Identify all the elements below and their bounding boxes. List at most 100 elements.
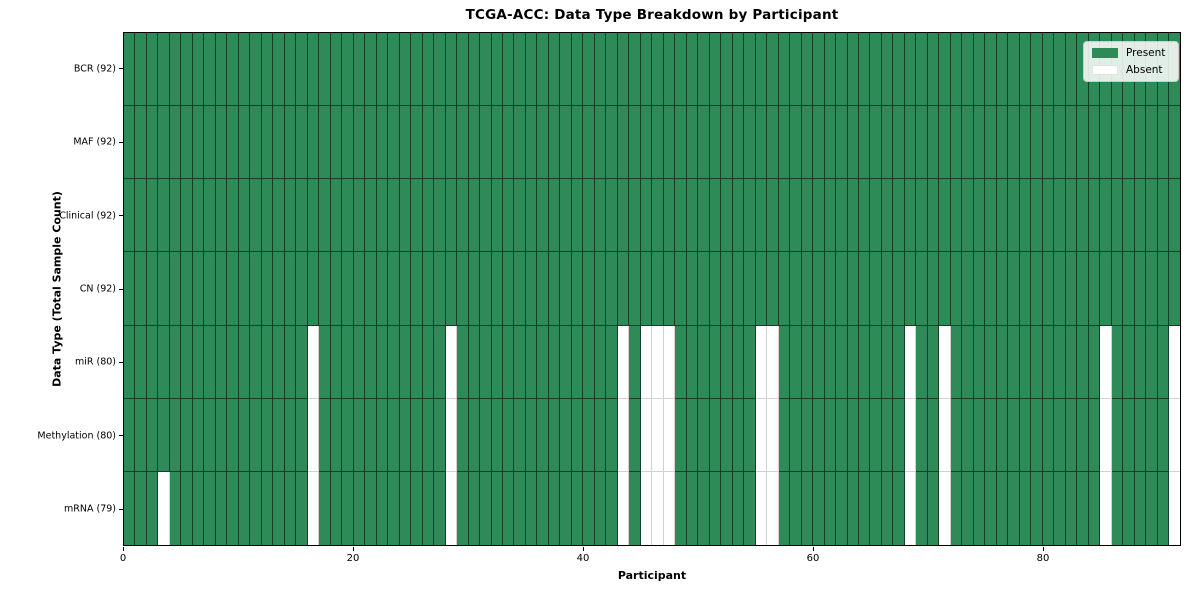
y-tick-label: BCR (92) — [73, 63, 116, 75]
heatmap-cell-present — [594, 325, 607, 399]
heatmap-cell-present — [847, 106, 859, 180]
heatmap-cell-present — [146, 471, 159, 545]
heatmap-cell-present — [870, 106, 882, 180]
heatmap-cell-present — [1042, 325, 1055, 399]
heatmap-cell-present — [1019, 106, 1032, 180]
heatmap-cell-present — [571, 33, 584, 107]
heatmap-cell-present — [1088, 179, 1101, 253]
heatmap-cell-absent — [939, 398, 951, 472]
heatmap-cell-present — [411, 471, 423, 545]
heatmap-cell-present — [790, 325, 802, 399]
heatmap-cell-present — [973, 179, 986, 253]
heatmap-cell-present — [330, 33, 343, 107]
heatmap-cell-present — [192, 179, 205, 253]
heatmap-cell-present — [939, 33, 951, 107]
heatmap-cell-present — [1008, 252, 1020, 326]
heatmap-cell-present — [583, 33, 595, 107]
heatmap-cell-present — [686, 398, 699, 472]
heatmap-cell-present — [502, 252, 515, 326]
heatmap-cell-present — [571, 398, 584, 472]
heatmap-cell-present — [1123, 325, 1135, 399]
heatmap-cell-present — [1169, 179, 1180, 253]
heatmap-cell-present — [904, 179, 917, 253]
heatmap-cell-present — [238, 33, 251, 107]
heatmap-cell-present — [893, 471, 905, 545]
heatmap-cell-present — [847, 398, 859, 472]
heatmap-cell-present — [916, 252, 928, 326]
heatmap-cell-present — [537, 179, 549, 253]
heatmap-cell-present — [388, 471, 400, 545]
heatmap-cell-present — [962, 398, 974, 472]
heatmap-cell-present — [1054, 179, 1066, 253]
heatmap-cell-present — [1065, 252, 1078, 326]
heatmap-cell-present — [870, 33, 882, 107]
heatmap-cell-present — [594, 252, 607, 326]
heatmap-cell-present — [790, 252, 802, 326]
heatmap-cell-present — [836, 325, 848, 399]
heatmap-cell-absent — [640, 471, 653, 545]
heatmap-cell-present — [824, 398, 837, 472]
heatmap-cell-present — [1146, 179, 1158, 253]
heatmap-cell-present — [124, 398, 136, 472]
heatmap-cell-present — [376, 398, 389, 472]
y-tick-mark — [119, 361, 123, 363]
heatmap-cell-present — [215, 179, 228, 253]
heatmap-cell-present — [1054, 33, 1066, 107]
heatmap-cell-present — [859, 33, 871, 107]
heatmap-row — [124, 471, 1180, 545]
heatmap-cell-present — [548, 252, 561, 326]
heatmap-cell-present — [146, 179, 159, 253]
legend-item-present: Present — [1092, 48, 1170, 59]
heatmap-cell-present — [250, 325, 262, 399]
heatmap-cell-present — [525, 252, 538, 326]
heatmap-cell-present — [422, 179, 435, 253]
heatmap-cell-present — [1157, 179, 1170, 253]
heatmap-cell-present — [146, 398, 159, 472]
heatmap-cell-present — [491, 33, 503, 107]
heatmap-cell-present — [617, 106, 630, 180]
y-tick-label: MAF (92) — [73, 136, 116, 148]
heatmap-cell-present — [1065, 33, 1078, 107]
heatmap-cell-absent — [1169, 471, 1180, 545]
heatmap-cell-present — [227, 252, 239, 326]
heatmap-cell-present — [801, 33, 814, 107]
heatmap-cell-present — [801, 252, 814, 326]
heatmap-cell-present — [824, 179, 837, 253]
heatmap-cell-present — [1077, 179, 1089, 253]
heatmap-cell-present — [893, 106, 905, 180]
heatmap-cell-present — [617, 33, 630, 107]
heatmap-cell-present — [640, 33, 653, 107]
heatmap-cell-absent — [755, 325, 768, 399]
heatmap-cell-present — [1054, 106, 1066, 180]
heatmap-cell-present — [732, 179, 745, 253]
heatmap-cell-present — [698, 106, 710, 180]
heatmap-cell-present — [606, 471, 618, 545]
heatmap-cell-present — [594, 179, 607, 253]
heatmap-cell-absent — [445, 471, 458, 545]
heatmap-cell-present — [675, 252, 687, 326]
heatmap-cell-present — [893, 325, 905, 399]
heatmap-cell-present — [1065, 471, 1078, 545]
heatmap-cell-present — [434, 325, 446, 399]
heatmap-cell-present — [996, 179, 1009, 253]
heatmap-cell-present — [778, 398, 791, 472]
heatmap-cell-present — [273, 106, 285, 180]
heatmap-cell-present — [1134, 252, 1147, 326]
heatmap-cell-present — [319, 33, 331, 107]
heatmap-cell-present — [376, 471, 389, 545]
heatmap-cell-present — [663, 106, 676, 180]
heatmap-cell-present — [1031, 179, 1043, 253]
heatmap-cell-present — [548, 179, 561, 253]
heatmap-cell-present — [996, 471, 1009, 545]
heatmap-cell-present — [319, 471, 331, 545]
heatmap-cell-present — [169, 33, 182, 107]
heatmap-cell-present — [640, 179, 653, 253]
heatmap-cell-present — [238, 471, 251, 545]
heatmap-cell-present — [571, 179, 584, 253]
heatmap-cell-present — [698, 33, 710, 107]
heatmap-cell-present — [537, 106, 549, 180]
heatmap-cell-present — [296, 106, 308, 180]
heatmap-cell-present — [457, 179, 469, 253]
heatmap-cell-present — [330, 106, 343, 180]
heatmap-cell-present — [778, 179, 791, 253]
